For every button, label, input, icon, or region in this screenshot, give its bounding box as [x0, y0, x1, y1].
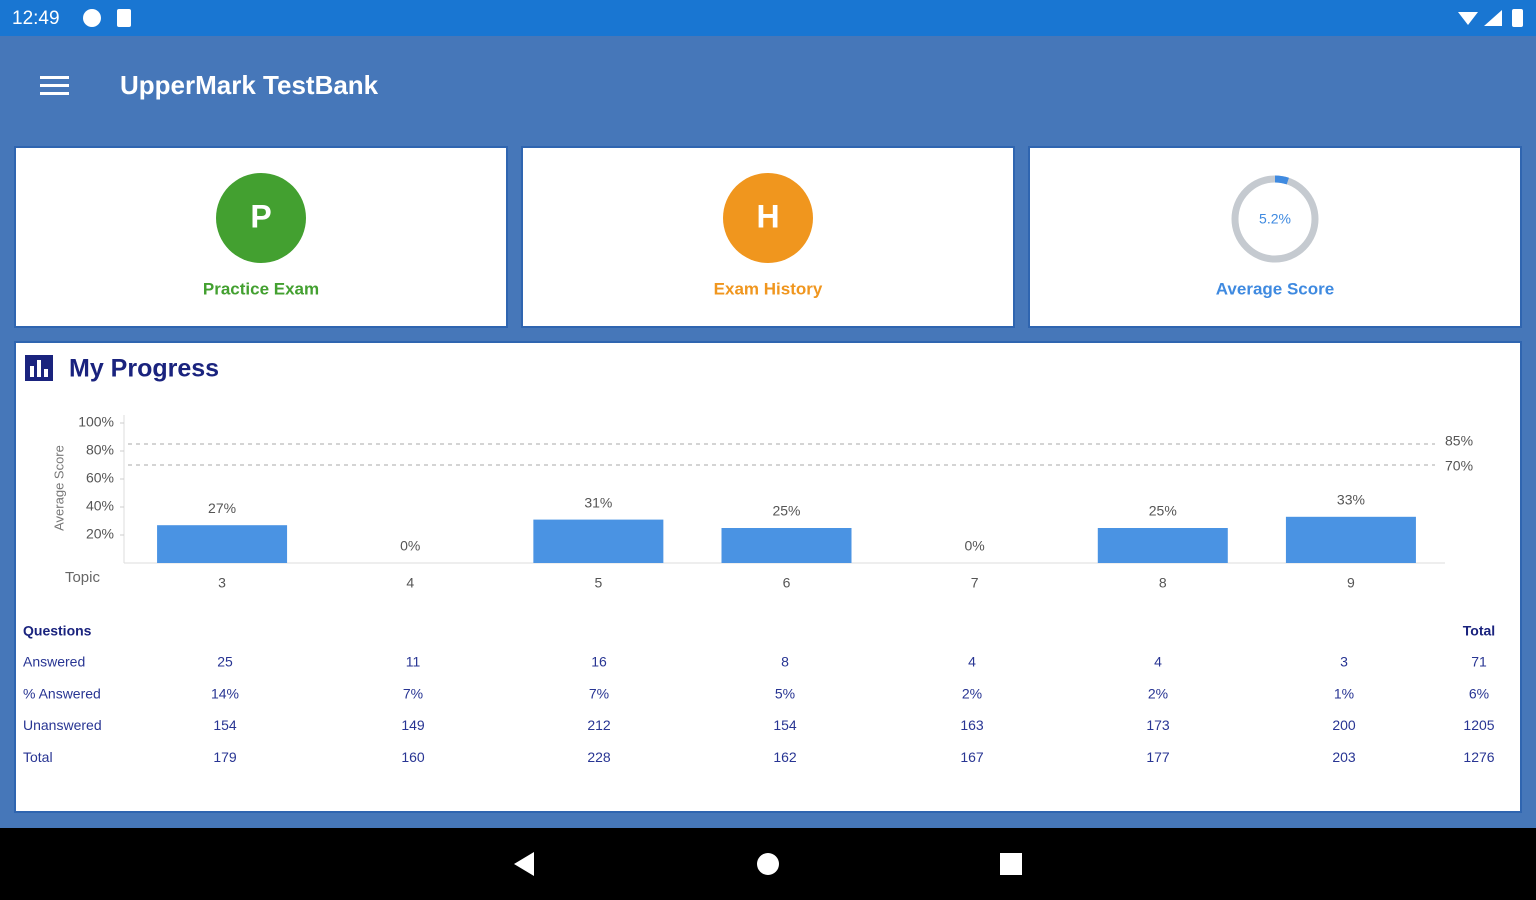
table-header: Questions: [23, 623, 92, 639]
bar: [721, 528, 852, 563]
card-label: Exam History: [714, 279, 823, 298]
table-cell: 4: [1154, 654, 1162, 670]
table-cell: 2%: [1148, 685, 1168, 701]
table-cell: 200: [1332, 717, 1356, 733]
status-icon: [117, 9, 131, 27]
table-cell: 11: [406, 654, 421, 670]
table-cell: 154: [773, 717, 797, 733]
card-label: Average Score: [1216, 279, 1334, 298]
practice-card[interactable]: P Practice Exam: [14, 146, 508, 328]
signal-icon: [1484, 10, 1502, 26]
x-axis-label: Topic: [65, 569, 101, 586]
table-cell: 1%: [1334, 685, 1354, 701]
progress-icon: [25, 355, 53, 381]
table-cell: 7%: [589, 685, 609, 701]
table-cell: 14%: [211, 685, 239, 701]
x-tick-label: 8: [1159, 575, 1167, 591]
bar-label: 25%: [1149, 503, 1177, 519]
battery-icon: [1512, 9, 1523, 27]
x-tick-label: 9: [1347, 575, 1355, 591]
table-cell: 16: [591, 654, 607, 670]
score-value: 5.2%: [1259, 211, 1291, 227]
status-bar: [0, 0, 1536, 36]
card-letter: H: [756, 198, 779, 234]
table-cell: 3: [1340, 654, 1348, 670]
table-cell: 4: [968, 654, 976, 670]
table-row-label: Answered: [23, 654, 85, 670]
bar-label: 25%: [772, 503, 800, 519]
progress-title: My Progress: [69, 355, 219, 383]
history-card[interactable]: H Exam History: [521, 146, 1015, 328]
table-row-label: % Answered: [23, 685, 101, 701]
back-button[interactable]: [514, 852, 534, 876]
donut-arc: [1231, 175, 1319, 263]
status-time: 12:49: [12, 8, 60, 29]
table-cell: 71: [1471, 654, 1487, 670]
table-cell: 173: [1146, 717, 1170, 733]
table-cell: 7%: [403, 685, 423, 701]
table-row-label: Total: [23, 749, 53, 765]
table-cell: 5%: [775, 685, 795, 701]
table-cell: 163: [960, 717, 984, 733]
card-letter: P: [250, 198, 271, 234]
table-cell: 160: [401, 749, 425, 765]
table-cell: 203: [1332, 749, 1356, 765]
x-tick-label: 7: [971, 575, 979, 591]
table-row-label: Unanswered: [23, 717, 102, 733]
table-cell: 177: [1146, 749, 1170, 765]
table-cell: 154: [213, 717, 237, 733]
bar: [1097, 528, 1228, 563]
x-tick-label: 5: [594, 575, 602, 591]
home-button[interactable]: [757, 853, 779, 875]
status-icon: [83, 9, 101, 27]
y-tick-label: 20%: [86, 526, 114, 542]
y-tick-label: 60%: [86, 470, 114, 486]
table-cell: 162: [773, 749, 797, 765]
wifi-icon: [1458, 12, 1478, 25]
bar: [533, 519, 664, 563]
menu-button[interactable]: [40, 76, 69, 95]
bar-label: 0%: [400, 538, 420, 554]
recents-button[interactable]: [1000, 853, 1022, 875]
x-tick-label: 3: [218, 575, 226, 591]
table-cell: 6%: [1469, 685, 1489, 701]
table-cell: 149: [401, 717, 425, 733]
table-cell: 179: [213, 749, 237, 765]
card-label: Practice Exam: [203, 279, 319, 298]
bar: [157, 525, 288, 563]
x-tick-label: 6: [783, 575, 791, 591]
table-cell: 228: [587, 749, 611, 765]
app-title: UpperMark TestBank: [120, 70, 379, 100]
bar: [1285, 516, 1416, 563]
score-card[interactable]: 5.2% Average Score: [1028, 146, 1522, 328]
reference-label: 85%: [1445, 433, 1473, 449]
reference-label: 70%: [1445, 458, 1473, 474]
table-cell: 212: [587, 717, 611, 733]
bar-label: 0%: [965, 538, 985, 554]
table-cell: 1205: [1463, 717, 1494, 733]
table-cell: 2%: [962, 685, 982, 701]
table-cell: 25: [217, 654, 233, 670]
x-tick-label: 4: [406, 575, 414, 591]
bar-label: 27%: [208, 500, 236, 516]
table-cell: 1276: [1463, 749, 1494, 765]
table-cell: 167: [960, 749, 984, 765]
table-header: Total: [1463, 623, 1495, 639]
y-axis-label: Average Score: [51, 445, 66, 531]
bar-label: 33%: [1337, 492, 1365, 508]
table-cell: 8: [781, 654, 789, 670]
bar-label: 31%: [584, 494, 612, 510]
y-tick-label: 40%: [86, 498, 114, 514]
y-tick-label: 100%: [78, 414, 114, 430]
y-tick-label: 80%: [86, 442, 114, 458]
progress-card: [14, 341, 1522, 813]
